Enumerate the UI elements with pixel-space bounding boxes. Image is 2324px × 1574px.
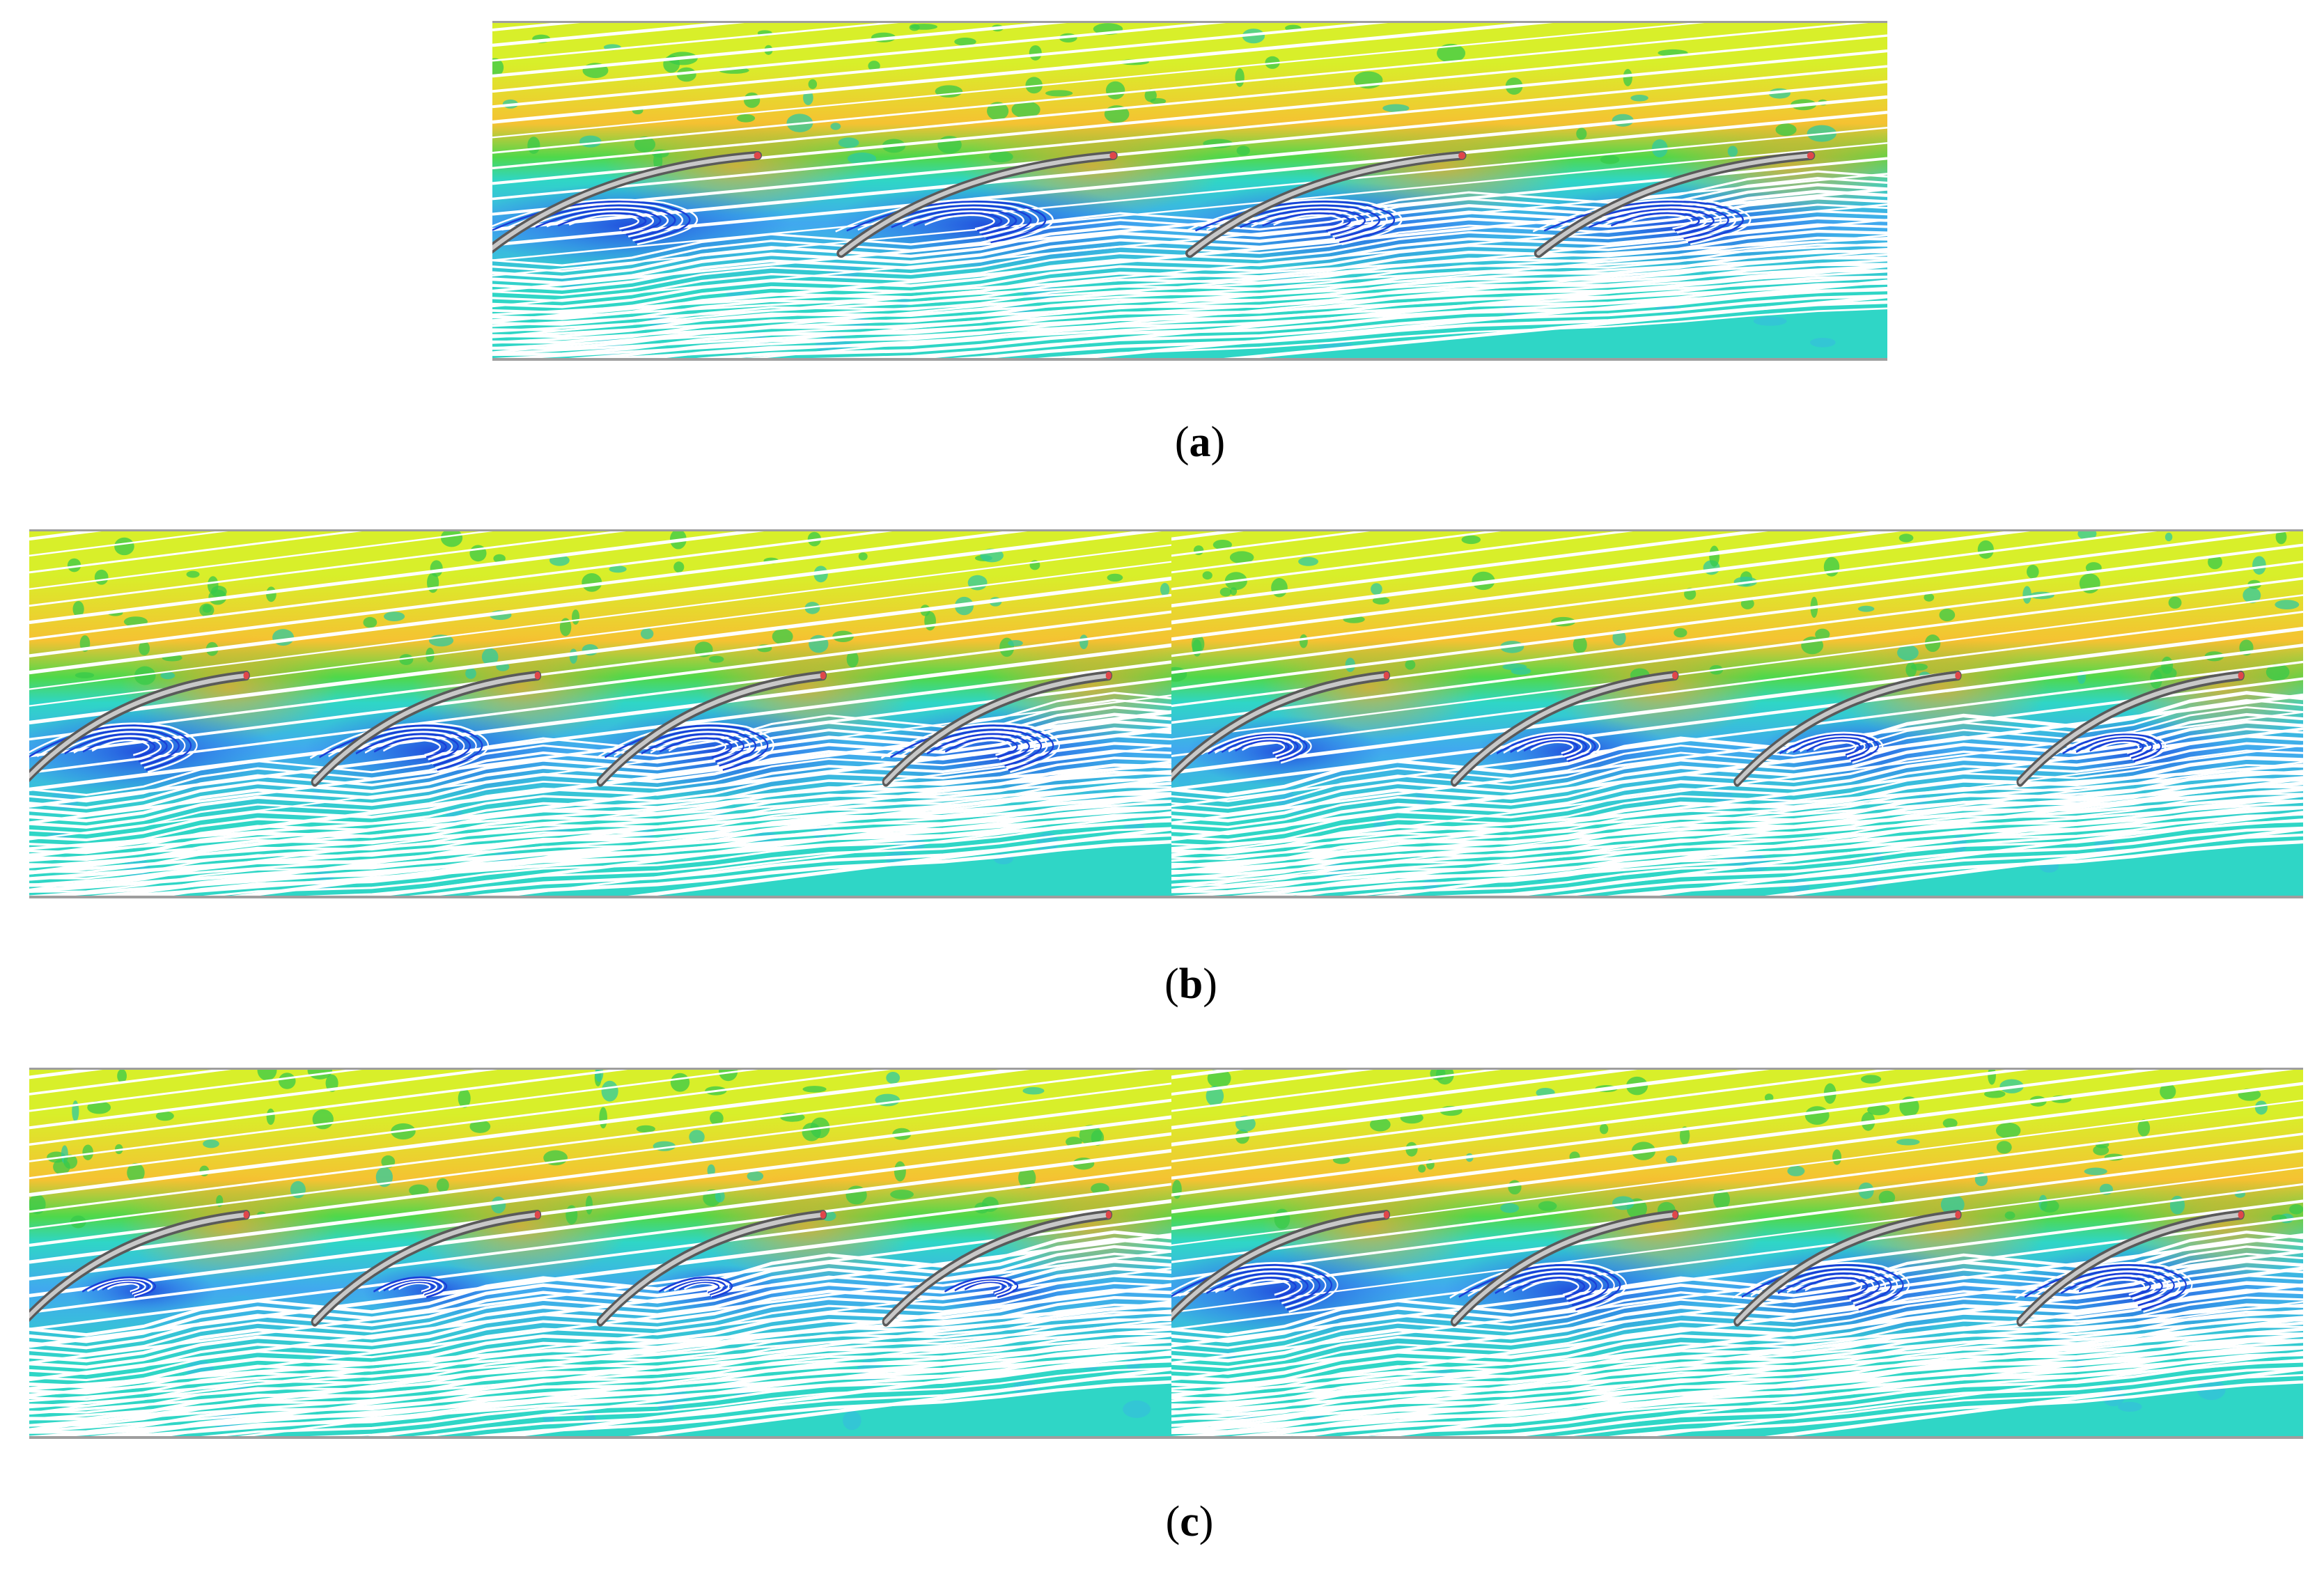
blade-airfoil — [1171, 670, 1391, 783]
panel-b-right-svg — [1171, 531, 2303, 896]
blade-airfoil — [1171, 1210, 1391, 1323]
blade-airfoil — [29, 670, 250, 783]
blade-airfoil — [29, 1210, 250, 1323]
blade-airfoil — [311, 670, 542, 787]
caption-c: (c) — [1165, 1498, 1214, 1545]
blade-airfoil — [1733, 1210, 1962, 1327]
blade-airfoil — [492, 150, 763, 254]
panel-b-left-svg — [29, 531, 1171, 896]
panel-c-right-svg — [1171, 1070, 2303, 1436]
blade-airfoil — [1733, 670, 1962, 787]
blade-airfoil — [1534, 150, 1816, 258]
blade-airfoil — [1450, 670, 1679, 787]
panel-b-left-flow-field — [29, 529, 1171, 898]
blade-airfoil — [1450, 1210, 1679, 1327]
blade-airfoil — [2016, 670, 2245, 787]
blade-airfoil — [1185, 150, 1467, 258]
blade-airfoil — [596, 1210, 827, 1327]
caption-b: (b) — [1164, 960, 1217, 1008]
blade-airfoil — [836, 150, 1118, 258]
panel-a-flow-field — [492, 21, 1887, 361]
panel-b-right-flow-field — [1171, 529, 2303, 898]
panel-a-svg — [492, 23, 1887, 358]
blade-airfoil — [882, 1210, 1113, 1327]
blade-airfoil — [2016, 1210, 2245, 1327]
caption-a: (a) — [1174, 419, 1226, 466]
blade-airfoil — [882, 670, 1113, 787]
panel-c-right-flow-field — [1171, 1068, 2303, 1439]
panel-c-left-svg — [29, 1070, 1171, 1436]
blade-airfoil — [596, 670, 827, 787]
panel-c-left-flow-field — [29, 1068, 1171, 1439]
blade-airfoil — [311, 1210, 542, 1327]
